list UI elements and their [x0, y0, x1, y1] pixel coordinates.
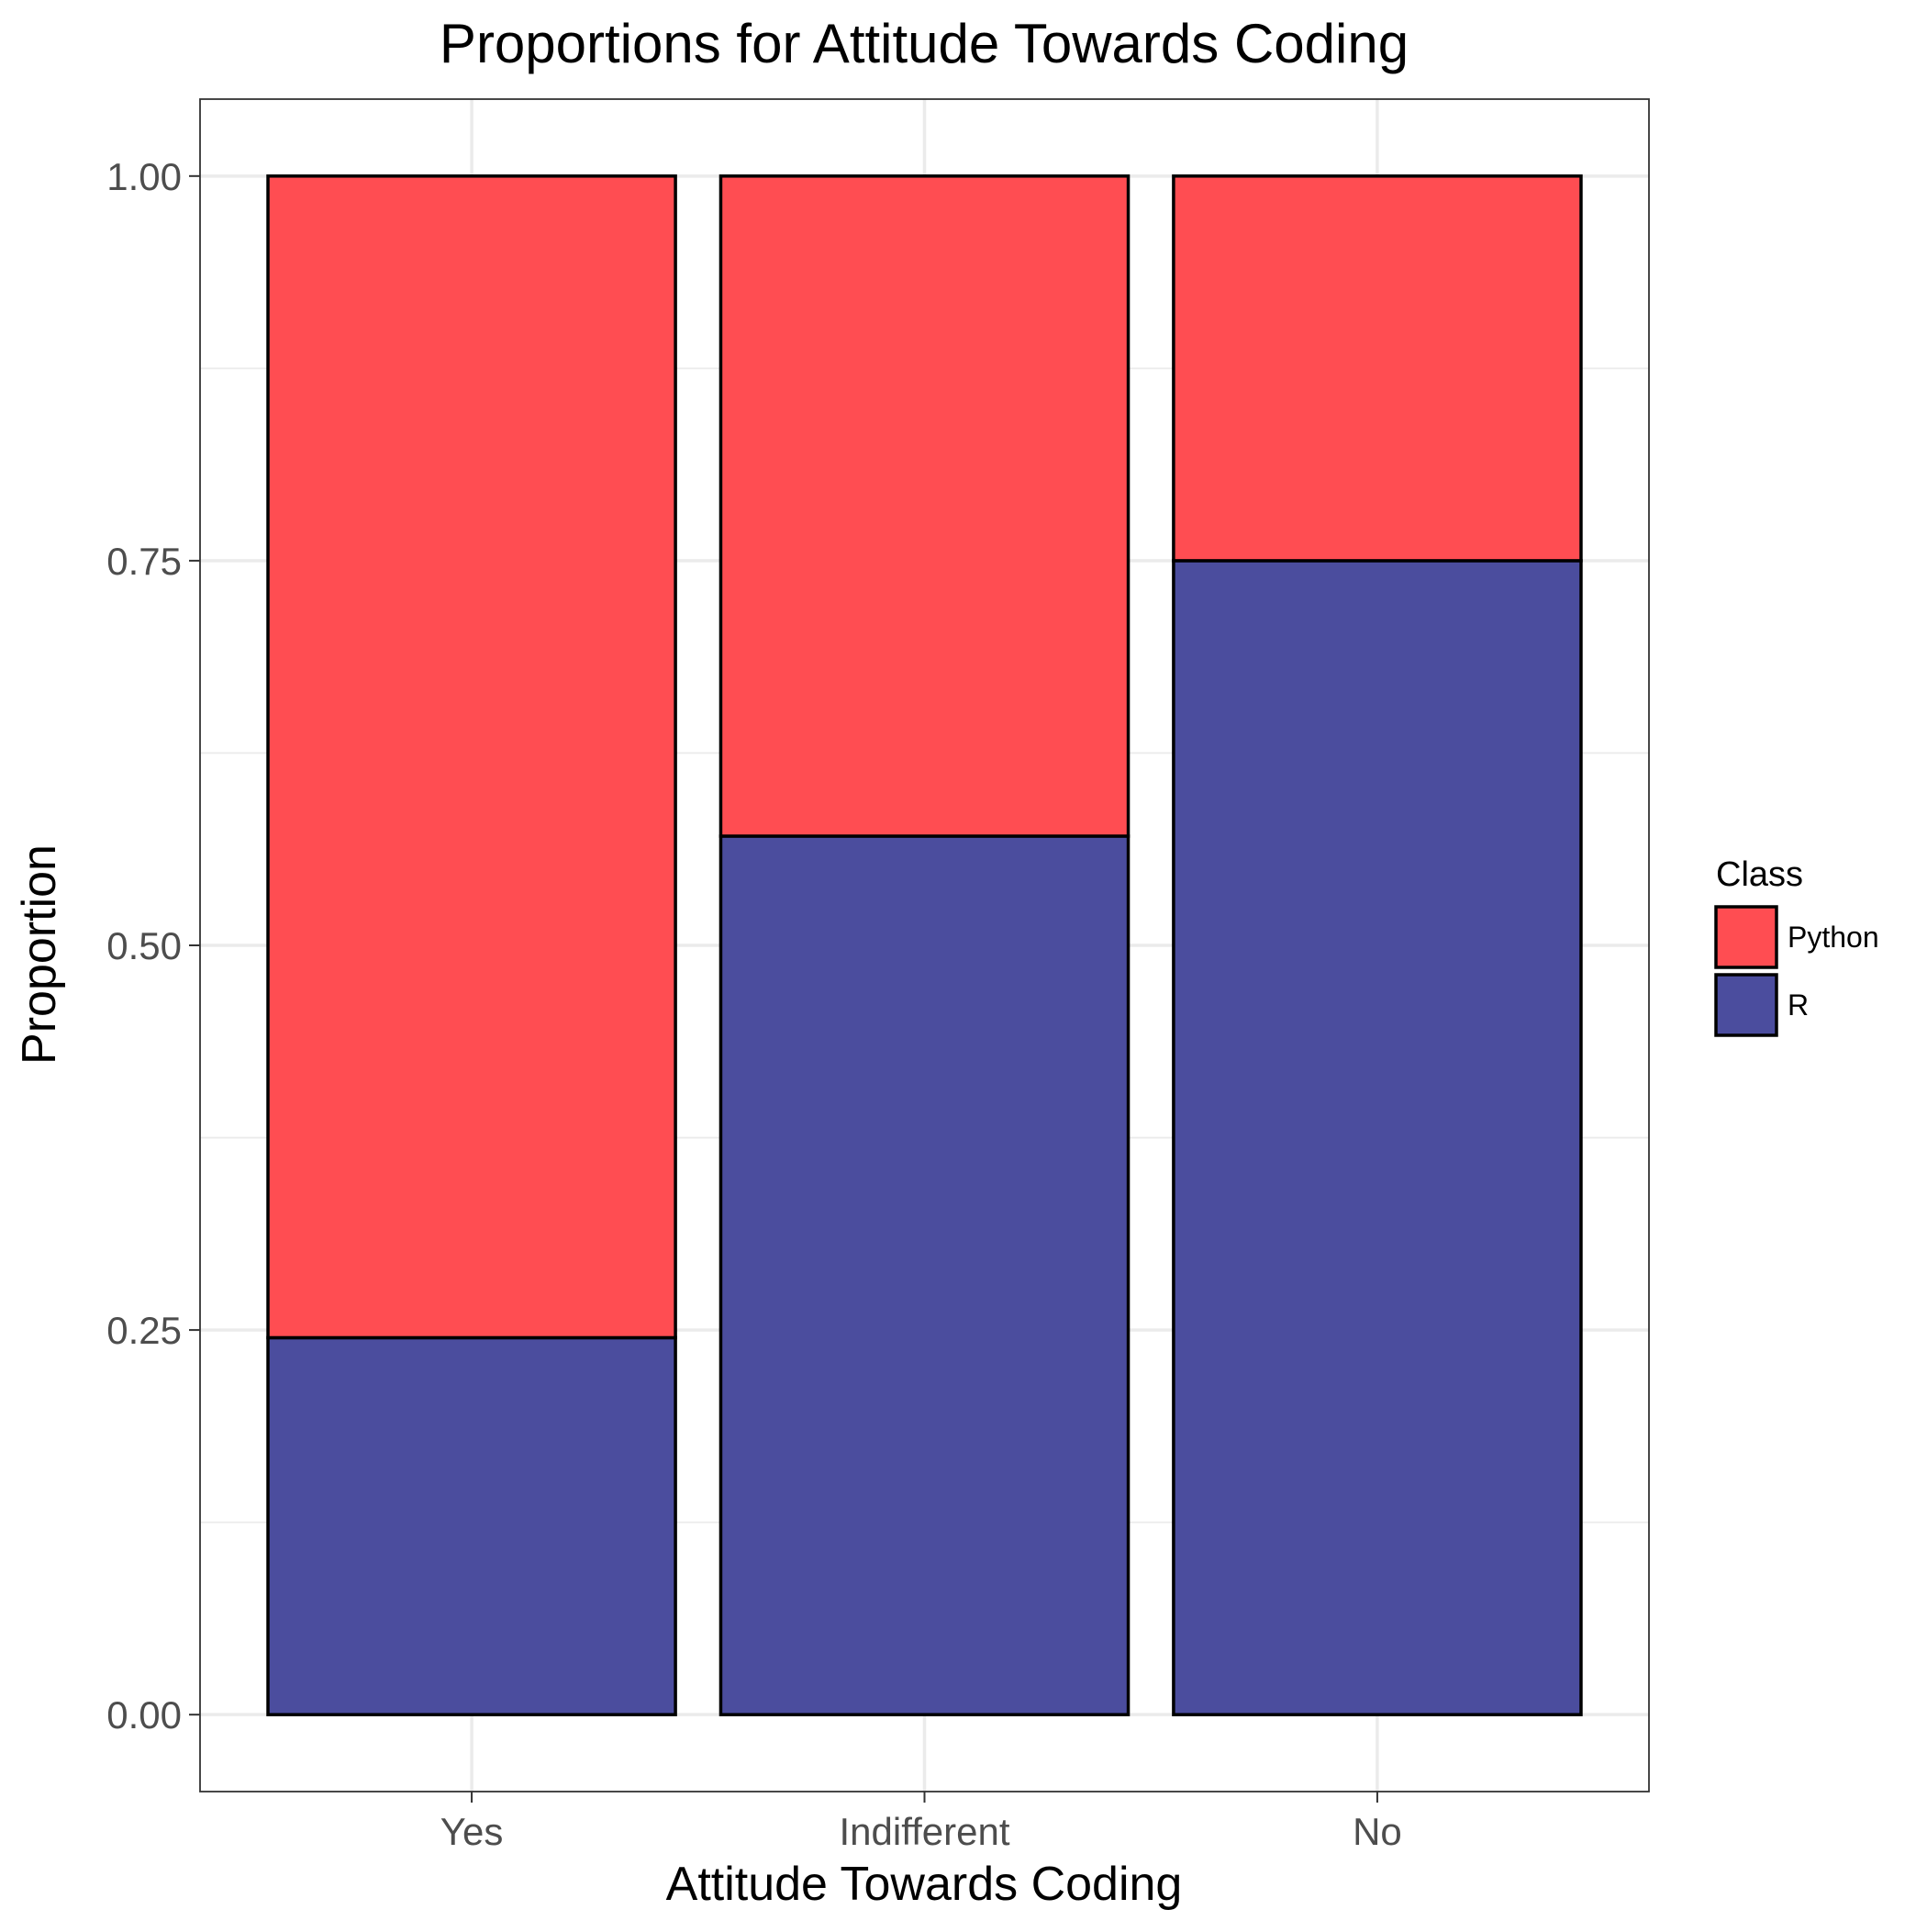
y-tick-label: 1.00: [106, 155, 182, 198]
y-axis-title: Proportion: [13, 844, 66, 1065]
y-tick-label: 0.25: [106, 1309, 182, 1352]
axis-ticks: 0.00 0.25 0.50 0.75 1.00 Yes Indifferent No: [106, 155, 1402, 1853]
legend-key-r: [1714, 973, 1778, 1037]
chart-title: Proportions for Attitude Towards Coding: [440, 13, 1409, 74]
bar-python-yes: [266, 174, 677, 1340]
y-tick-label: 0.50: [106, 924, 182, 967]
legend: Class Python R: [1714, 855, 1879, 1037]
bar-python-no: [1172, 174, 1583, 563]
x-tick-label: Yes: [440, 1810, 504, 1853]
bar-r-no: [1172, 559, 1583, 1716]
legend-label-r: R: [1788, 988, 1809, 1022]
y-tick-label: 0.00: [106, 1693, 182, 1737]
bar-r-yes: [266, 1335, 677, 1716]
legend-key-python: [1714, 905, 1778, 969]
legend-items: Python R: [1714, 905, 1879, 1037]
x-axis-title: Attitude Towards Coding: [666, 1858, 1183, 1911]
legend-label-python: Python: [1788, 921, 1879, 954]
bar-python-indifferent: [718, 174, 1131, 838]
bar-r-indifferent: [718, 834, 1131, 1716]
x-tick-label: Indifferent: [839, 1810, 1009, 1853]
x-tick-label: No: [1353, 1810, 1402, 1853]
legend-title: Class: [1716, 855, 1803, 894]
bars: [266, 174, 1583, 1716]
y-tick-label: 0.75: [106, 540, 182, 583]
